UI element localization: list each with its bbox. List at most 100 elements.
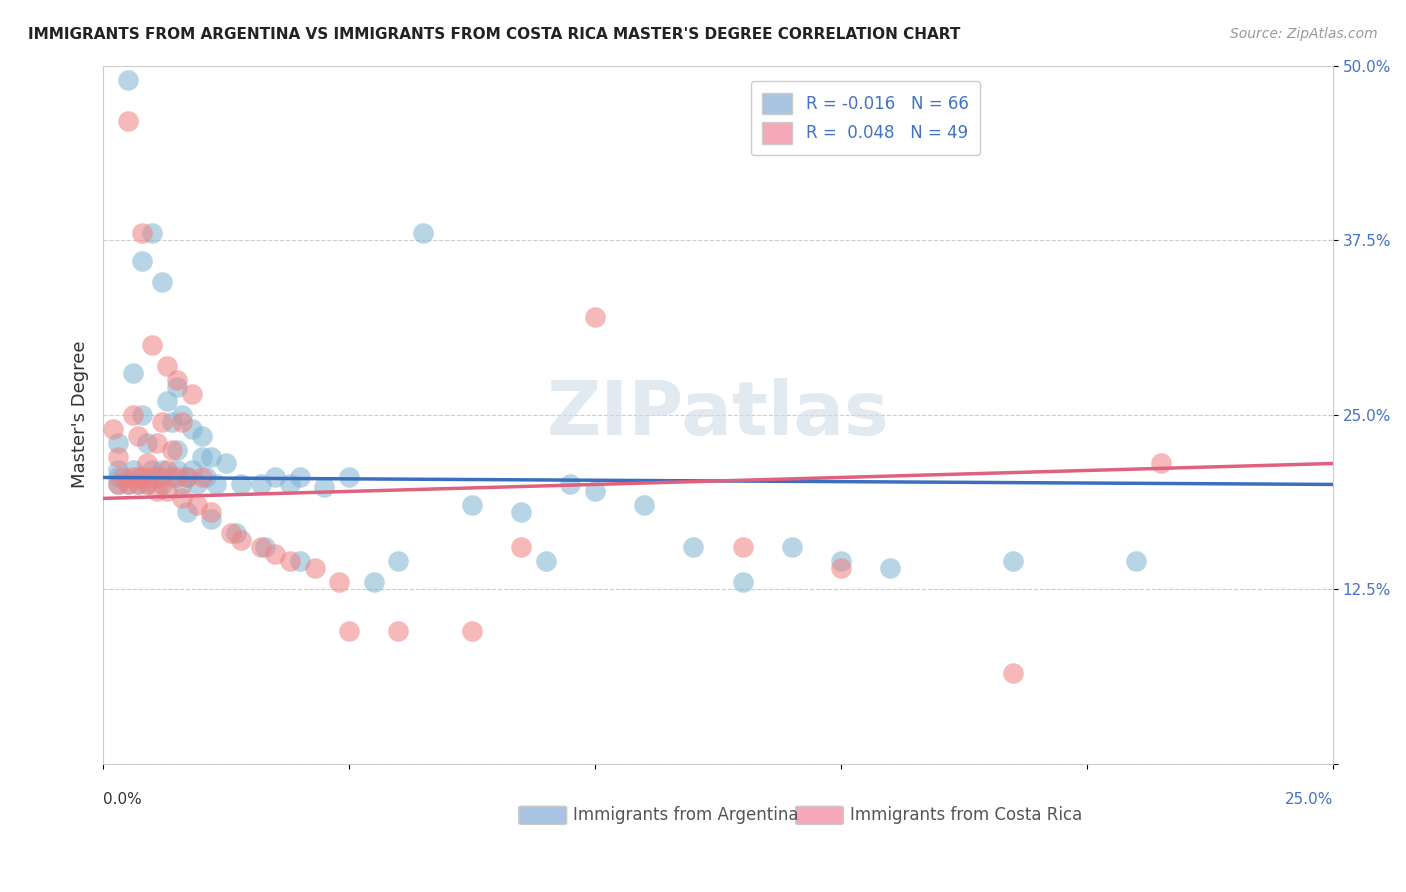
Point (150, 275, 173, 289)
Point (117, 114, 139, 128)
Point (731, 541, 754, 555)
Point (146, 470, 169, 484)
Point (583, 484, 606, 499)
Point (150, 470, 173, 484)
Point (780, 541, 803, 555)
Point (387, 624, 409, 638)
Point (127, 477, 149, 491)
Point (117, 72, 139, 87)
Point (215, 457, 238, 471)
Point (121, 463, 143, 477)
Point (136, 477, 159, 491)
Point (412, 226, 434, 240)
Point (461, 624, 484, 638)
Point (363, 575, 385, 590)
Point (186, 477, 208, 491)
Point (830, 561, 852, 575)
Point (156, 359, 179, 373)
Point (534, 554, 557, 568)
Point (131, 470, 153, 484)
Point (101, 421, 124, 435)
Point (150, 477, 173, 491)
Point (583, 310, 606, 324)
Point (121, 408, 143, 422)
Point (633, 499, 655, 513)
Point (314, 480, 336, 494)
Point (127, 477, 149, 491)
Point (127, 428, 149, 442)
Point (166, 463, 188, 477)
Point (288, 554, 311, 568)
Text: Source: ZipAtlas.com: Source: ZipAtlas.com (1230, 27, 1378, 41)
Point (136, 457, 159, 471)
Text: ZIPatlas: ZIPatlas (547, 378, 889, 451)
Point (337, 624, 360, 638)
Point (150, 463, 173, 477)
Point (288, 470, 311, 484)
Point (278, 554, 301, 568)
Y-axis label: Master's Degree: Master's Degree (72, 341, 89, 489)
Point (166, 442, 188, 457)
Point (176, 470, 198, 484)
Point (156, 484, 179, 499)
Point (337, 470, 360, 484)
Point (166, 373, 188, 387)
Point (160, 470, 183, 484)
FancyBboxPatch shape (796, 806, 844, 824)
Point (107, 477, 129, 491)
Point (121, 470, 143, 484)
Point (121, 366, 143, 380)
Point (176, 505, 198, 519)
Point (176, 470, 198, 484)
Text: Immigrants from Argentina: Immigrants from Argentina (572, 806, 799, 824)
Point (170, 415, 193, 429)
Point (560, 477, 582, 491)
Point (141, 463, 163, 477)
Text: IMMIGRANTS FROM ARGENTINA VS IMMIGRANTS FROM COSTA RICA MASTER'S DEGREE CORRELAT: IMMIGRANTS FROM ARGENTINA VS IMMIGRANTS … (28, 27, 960, 42)
Point (200, 450, 222, 464)
Point (387, 554, 409, 568)
Point (195, 470, 218, 484)
Point (146, 435, 169, 450)
Point (180, 421, 202, 435)
Point (249, 541, 271, 555)
Point (1149, 457, 1171, 471)
Point (107, 477, 129, 491)
Point (830, 554, 852, 568)
Point (107, 470, 129, 484)
Text: Immigrants from Costa Rica: Immigrants from Costa Rica (849, 806, 1081, 824)
Point (131, 226, 153, 240)
Point (180, 386, 202, 401)
Point (160, 442, 183, 457)
Point (170, 477, 193, 491)
Point (264, 470, 287, 484)
Point (510, 505, 533, 519)
Point (166, 470, 188, 484)
Point (1002, 665, 1025, 680)
Point (461, 499, 484, 513)
Point (510, 541, 533, 555)
Point (219, 526, 242, 541)
Point (264, 547, 287, 561)
Point (186, 499, 208, 513)
Point (141, 226, 163, 240)
Point (205, 477, 228, 491)
Point (1002, 554, 1025, 568)
Point (200, 512, 222, 526)
Point (200, 505, 222, 519)
Point (180, 463, 202, 477)
Point (731, 575, 754, 590)
Point (131, 254, 153, 268)
Point (328, 575, 350, 590)
Point (156, 393, 179, 408)
Point (107, 450, 129, 464)
Point (107, 463, 129, 477)
Point (107, 435, 129, 450)
Point (190, 428, 212, 442)
Point (229, 477, 252, 491)
Point (131, 408, 153, 422)
Point (254, 541, 277, 555)
Point (170, 408, 193, 422)
Point (879, 561, 901, 575)
Point (278, 477, 301, 491)
